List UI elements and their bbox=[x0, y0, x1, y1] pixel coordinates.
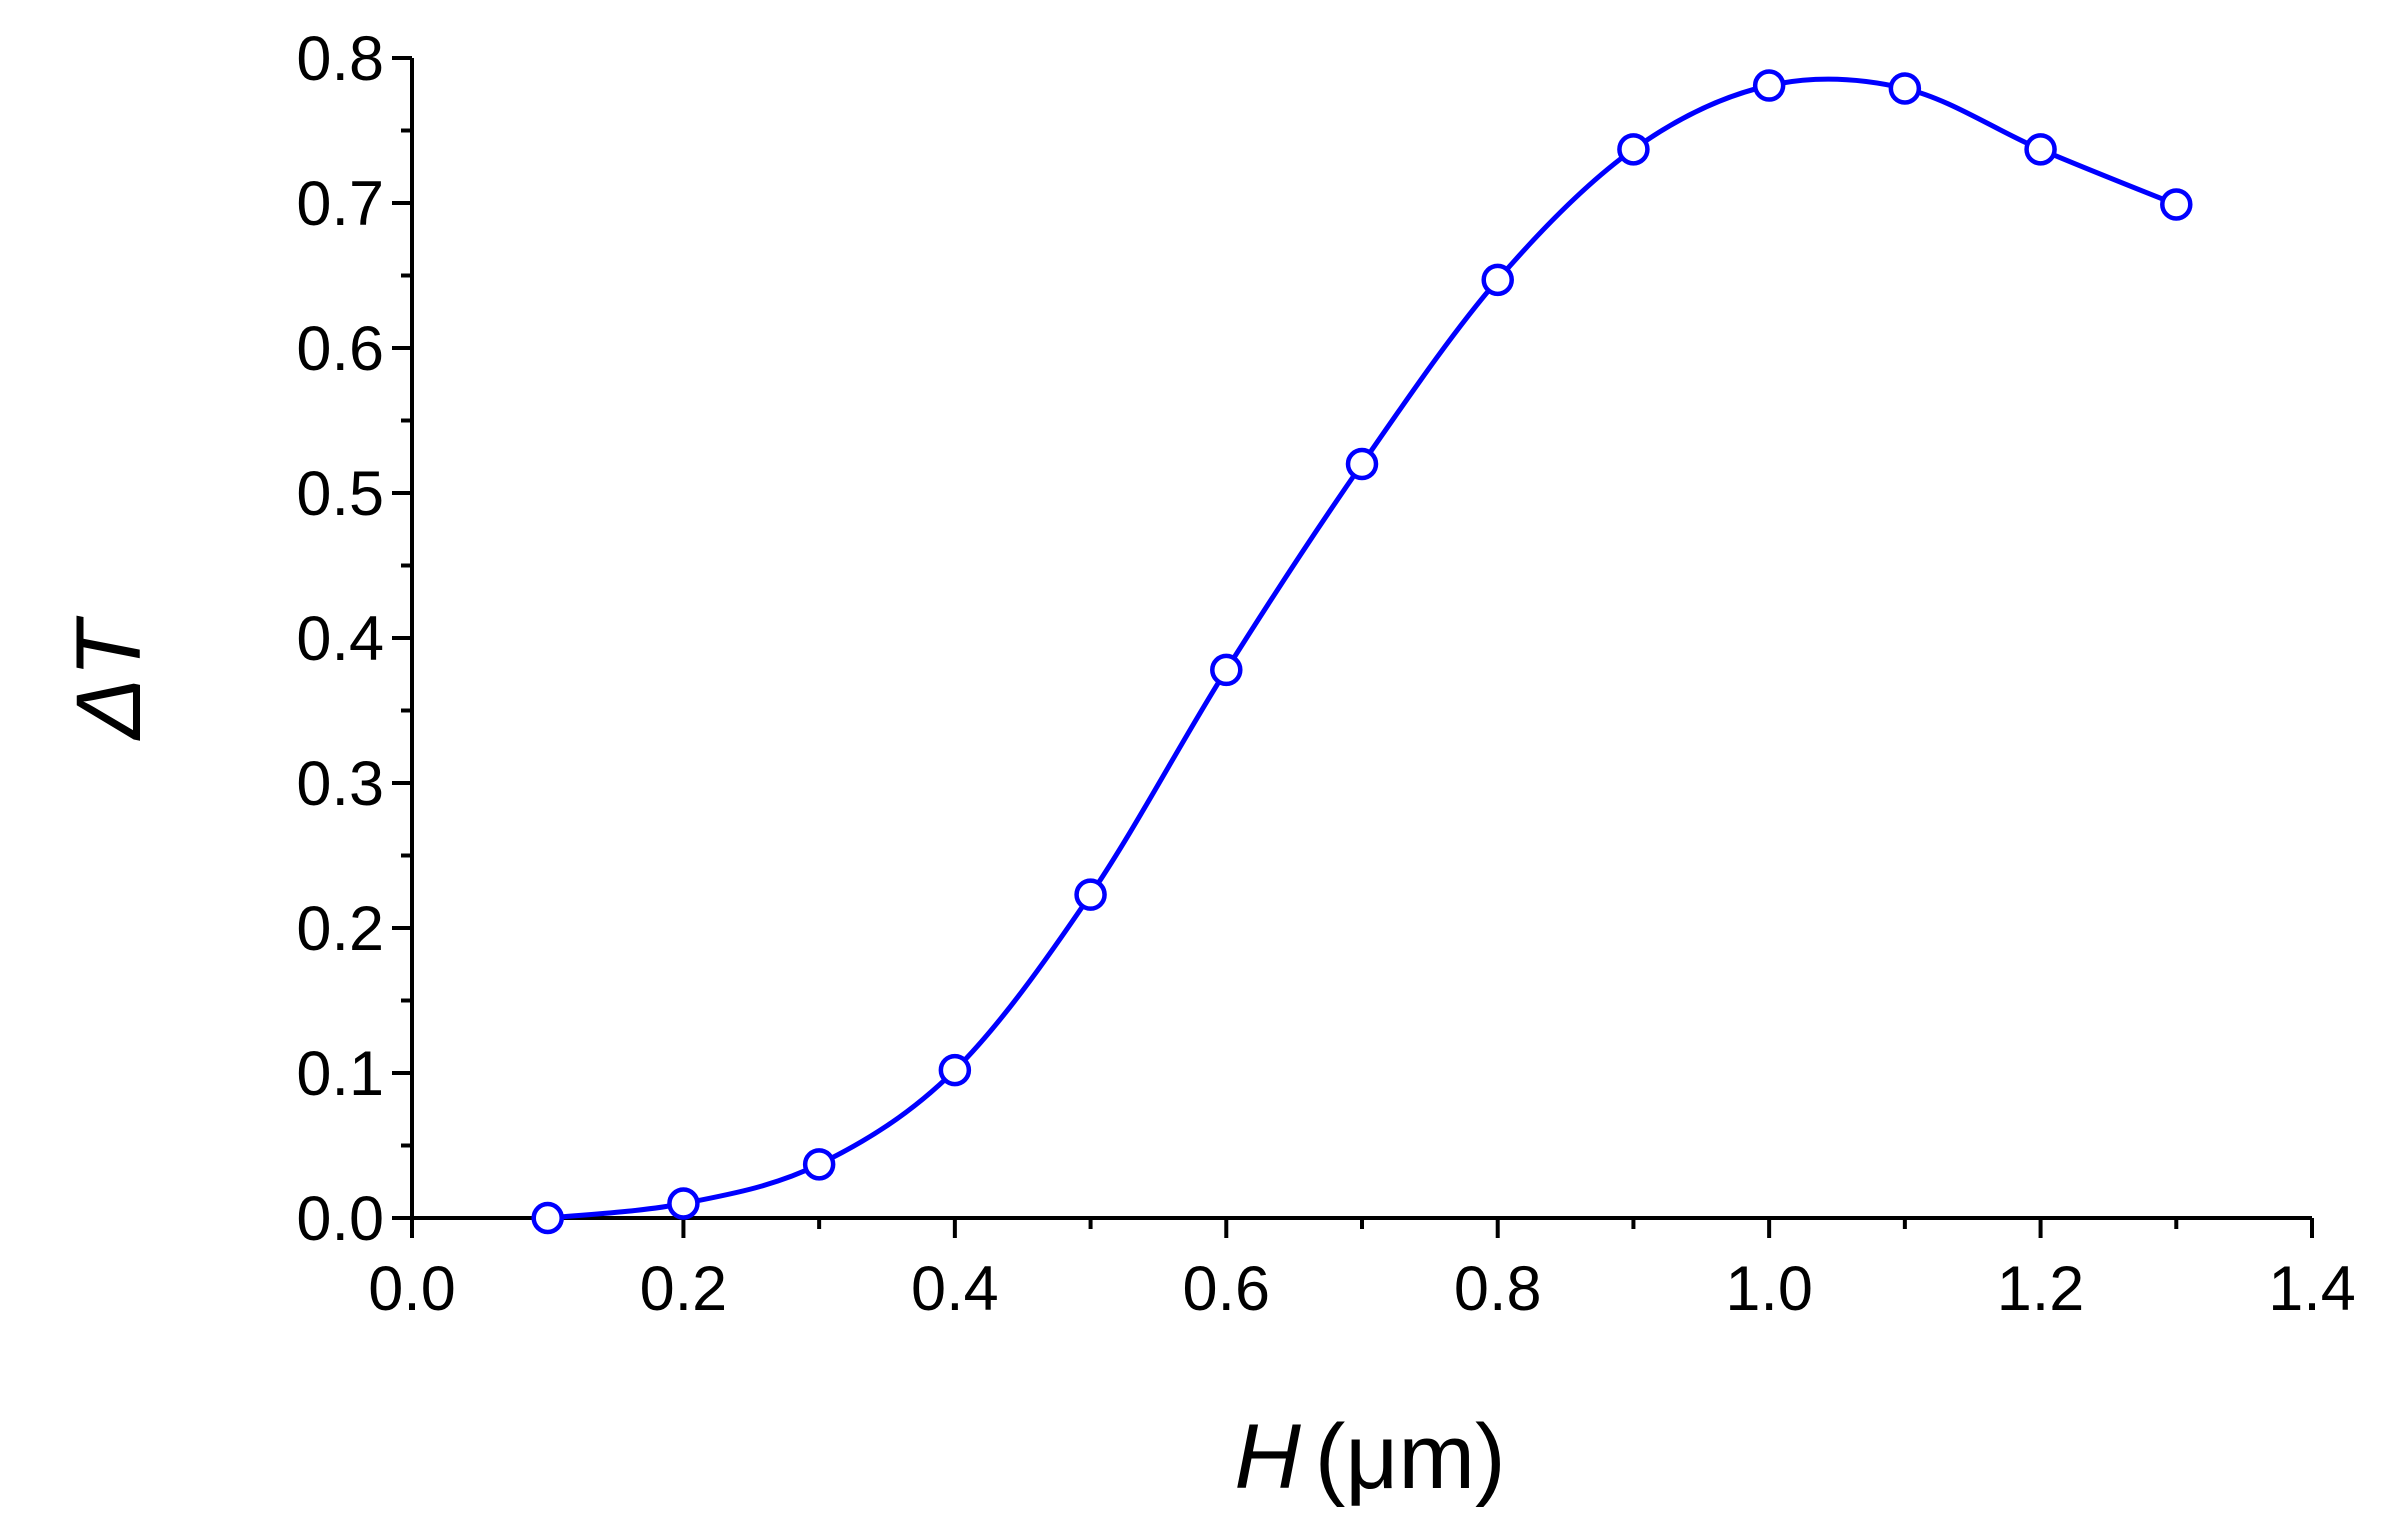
axes bbox=[410, 58, 2312, 1220]
x-tick-label: 0.8 bbox=[1454, 1254, 1542, 1324]
x-tick-label: 0.0 bbox=[368, 1254, 456, 1324]
data-point bbox=[531, 1201, 564, 1235]
data-point bbox=[1888, 72, 1922, 105]
data-point bbox=[1617, 133, 1650, 166]
y-tick-label: 0.7 bbox=[296, 169, 384, 239]
series-markers bbox=[531, 69, 2193, 1235]
data-point bbox=[667, 1187, 700, 1220]
y-tick-label: 0.4 bbox=[296, 604, 384, 674]
y-tick-label: 0.0 bbox=[296, 1184, 384, 1254]
y-tick-label: 0.5 bbox=[296, 459, 384, 529]
x-axis-title: H (μm) bbox=[1234, 1406, 1505, 1508]
data-point bbox=[2024, 133, 2057, 166]
data-point bbox=[1481, 263, 1514, 297]
x-tick-label: 0.6 bbox=[1182, 1254, 1270, 1324]
x-tick-label: 1.0 bbox=[1725, 1254, 1813, 1324]
data-point bbox=[1074, 878, 1107, 911]
data-point bbox=[802, 1148, 836, 1181]
y-tick-label: 0.2 bbox=[296, 894, 384, 964]
x-tick-label: 1.4 bbox=[2268, 1254, 2356, 1324]
x-axis-ticks: 0.0 0.2 0.4 0.6 0.8 1.0 1.2 1.4 bbox=[368, 1218, 2356, 1324]
y-tick-label: 0.6 bbox=[296, 314, 384, 384]
data-point bbox=[938, 1053, 972, 1087]
data-point bbox=[1345, 447, 1379, 481]
x-axis-title-symbol: H bbox=[1234, 1406, 1301, 1508]
data-point bbox=[1210, 653, 1243, 687]
data-point bbox=[2160, 188, 2193, 221]
x-tick-label: 0.4 bbox=[911, 1254, 999, 1324]
y-tick-label: 0.1 bbox=[296, 1039, 384, 1109]
y-tick-label: 0.3 bbox=[296, 749, 384, 819]
series-line bbox=[547, 76, 2178, 1221]
y-axis-ticks: 0.0 0.1 0.2 0.3 0.4 0.5 0.6 0.7 0.8 bbox=[296, 24, 412, 1254]
data-point bbox=[1752, 69, 1786, 102]
y-tick-label: 0.8 bbox=[296, 24, 384, 94]
y-axis-title: ΔT bbox=[58, 615, 160, 741]
x-tick-label: 1.2 bbox=[1997, 1254, 2085, 1324]
x-axis-title-unit: (μm) bbox=[1315, 1406, 1506, 1508]
x-tick-label: 0.2 bbox=[640, 1254, 728, 1324]
